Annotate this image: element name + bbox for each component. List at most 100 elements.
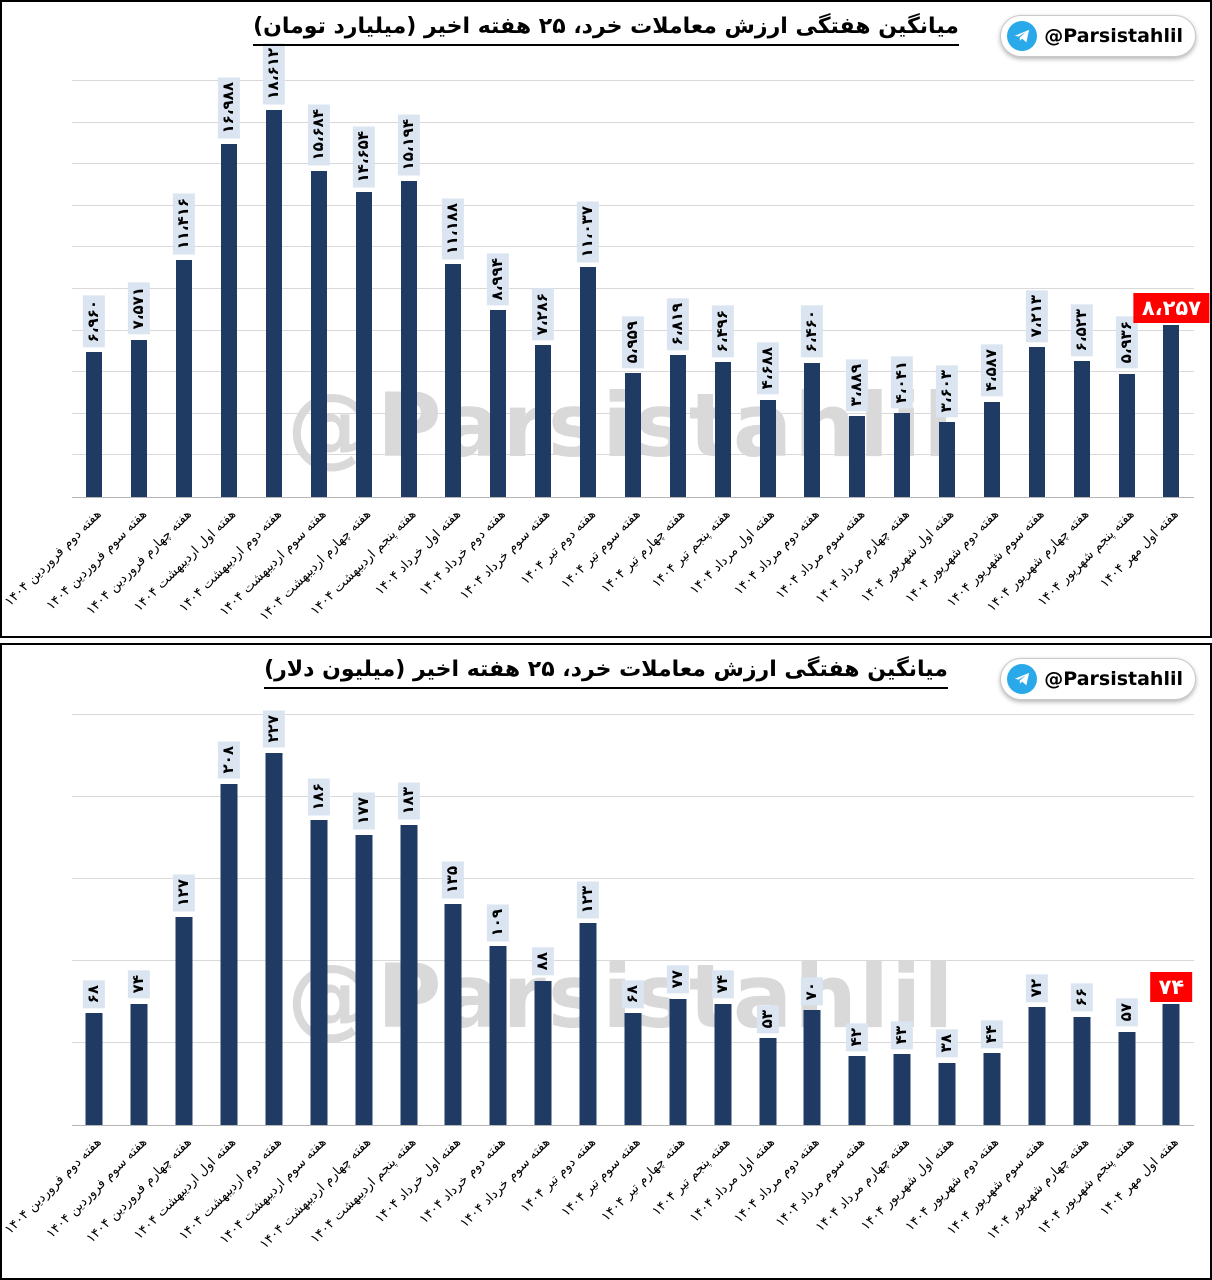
watermark: @Parsistahlil: [287, 945, 955, 1048]
bar-group: ۱۸،۶۱۲ هفته دوم اردیبهشت ۱۴۰۴: [176, 43, 297, 615]
bar: [669, 998, 687, 1125]
bar: [1162, 1003, 1180, 1125]
value-label: ۶،۵۲۳: [1070, 304, 1093, 357]
value-label: ۳،۶۰۳: [936, 364, 958, 418]
value-label: ۶،۹۶۰: [83, 294, 106, 348]
gridline: [72, 121, 1194, 123]
bar-group: ۴،۶۸۸ هفته اول مرداد ۱۴۰۴: [687, 81, 790, 598]
bar: [355, 834, 373, 1125]
bar: [1163, 325, 1180, 497]
value-label: ۴۴: [981, 1019, 1003, 1048]
chart-panel-dollar: میانگین هفتگی ارزش معاملات خرد، ۲۵ هفته …: [0, 643, 1212, 1280]
chart-title: میانگین هفتگی ارزش معاملات خرد، ۲۵ هفته …: [2, 14, 1210, 46]
value-label: ۴،۰۴۱: [891, 355, 914, 408]
bar-group: ۴۴ هفته دوم شهریور ۱۴۰۴: [903, 715, 1015, 1234]
bars-row: ۶،۹۶۰ هفته دوم فروردین ۱۴۰۴ ۷،۵۷۱ هفته سوم …: [2, 43, 1210, 624]
plot-area: ۶۸ هفته دوم فروردین ۱۴۰۴ ۷۴ هفته سوم فروردی…: [2, 710, 1194, 1252]
x-axis-label: هفته اول مرداد ۱۴۰۴: [687, 507, 779, 598]
bar: [175, 916, 193, 1125]
telegram-handle: @Parsistahlil: [1044, 668, 1183, 690]
bar: [1073, 1016, 1091, 1125]
x-axis-label: هفته چهارم تیر ۱۴۰۴: [598, 507, 689, 597]
value-label: ۷،۵۷۱: [128, 282, 151, 335]
bar-group: ۷۲ هفته سوم شهریور ۱۴۰۴: [944, 715, 1059, 1238]
bar: [130, 1003, 148, 1125]
bar: [220, 783, 238, 1125]
bar-group: ۱۵،۱۹۴ هفته پنجم اردیبهشت ۱۴۰۴: [308, 81, 431, 619]
telegram-icon: [1007, 664, 1038, 694]
bar-group: ۱۸۶ هفته سوم اردیبهشت ۱۴۰۴: [217, 715, 341, 1247]
bar-group: ۳۸ هفته اول شهریور ۱۴۰۴: [859, 715, 970, 1234]
value-label: ۵۳: [756, 1004, 779, 1034]
value-label: ۱۱،۴۱۶: [173, 193, 196, 255]
bar: [983, 1052, 1001, 1125]
value-label: ۱۸۳: [397, 782, 420, 820]
x-axis-label: هفته پنجم تیر ۱۴۰۴: [649, 507, 734, 592]
bar: [265, 109, 282, 497]
bar-group: ۷،۲۱۳ هفته سوم شهریور ۱۴۰۴: [944, 81, 1059, 610]
bar: [310, 170, 327, 497]
bar: [400, 180, 417, 497]
bar: [939, 422, 956, 497]
x-axis-label: هفته اول خرداد ۱۴۰۴: [372, 1135, 465, 1227]
value-label: ۶۸: [83, 980, 106, 1009]
gridline: [72, 288, 1194, 289]
bar-group: ۷،۵۷۱ هفته سوم فروردین ۱۴۰۴: [43, 81, 162, 613]
value-label: ۷۲: [1025, 973, 1048, 1002]
bar: [803, 1010, 821, 1125]
x-axis-label: هفته اول مهر ۱۴۰۴: [1097, 1135, 1183, 1220]
telegram-badge[interactable]: @Parsistahlil: [1000, 15, 1196, 57]
value-label: ۱۱،۱۸۸: [442, 197, 465, 260]
bar-group: ۵،۹۵۹ هفته سوم تیر ۱۴۰۴: [559, 81, 656, 592]
bar: [1028, 1006, 1046, 1125]
value-label: ۱۷۷: [352, 792, 375, 830]
telegram-badge[interactable]: @Parsistahlil: [1000, 658, 1196, 700]
bar: [86, 352, 103, 497]
bar: [445, 264, 462, 497]
bar: [265, 752, 283, 1125]
bar-group: ۷۰ هفته دوم مرداد ۱۴۰۴: [732, 715, 835, 1226]
value-label: ۱۰۹: [487, 903, 510, 942]
value-label: ۴۳: [891, 1021, 914, 1050]
bar-group: ۸۸ هفته سوم خرداد ۱۴۰۴: [458, 715, 566, 1231]
value-label: ۶۸: [622, 980, 644, 1009]
value-label: ۱۵،۶۸۴: [307, 104, 330, 166]
value-label: ۲۰۸: [218, 741, 240, 779]
value-label: ۱۶،۹۸۸: [218, 77, 240, 139]
value-label: ۸،۹۹۴: [487, 252, 510, 305]
value-label: ۱۵،۱۹۴: [397, 114, 420, 176]
bar: [759, 1038, 777, 1125]
bar: [1073, 361, 1090, 497]
gridline: [72, 796, 1194, 797]
value-label: ۲۲۷: [263, 710, 285, 748]
watermark: @Parsistahlil: [287, 374, 956, 477]
bar-group: ۱۲۷ هفته چهارم فروردین ۱۴۰۴: [84, 715, 207, 1246]
bar-group: ۳،۶۰۳ هفته اول شهریور ۱۴۰۴: [859, 81, 970, 606]
value-label: ۵،۹۵۹: [622, 315, 644, 369]
value-label: ۷،۲۱۳: [1025, 289, 1048, 342]
bar-group: ۶۶ هفته چهارم شهریور ۱۴۰۴: [984, 715, 1104, 1243]
value-label: ۶،۴۶۰: [801, 305, 824, 358]
bar-group: ۷۴ هفته سوم فروردین ۱۴۰۴: [43, 715, 162, 1241]
x-axis-label: هفته سوم تیر ۱۴۰۴: [558, 507, 644, 592]
bar: [714, 1003, 732, 1125]
value-label: ۱۸،۶۱۲: [263, 43, 285, 105]
x-axis-label: هفته اول خرداد ۱۴۰۴: [372, 507, 465, 599]
bar-group: ۴۲ هفته سوم مرداد ۱۴۰۴: [773, 715, 880, 1230]
bar-group: ۱۸۳ هفته پنجم اردیبهشت ۱۴۰۴: [308, 715, 431, 1247]
bar: [714, 361, 731, 497]
bar-group: ۴،۵۸۷ هفته دوم شهریور ۱۴۰۴: [903, 81, 1015, 606]
bar: [1028, 346, 1045, 497]
bar: [893, 1054, 911, 1125]
bar: [534, 980, 552, 1125]
bar-group: ۱۴،۶۵۴ هفته چهارم اردیبهشت ۱۴۰۴: [257, 81, 386, 624]
bar: [176, 259, 193, 497]
bar-group: ۵۳ هفته اول مرداد ۱۴۰۴: [687, 715, 790, 1226]
bar: [983, 401, 1000, 497]
bar-group: ۵،۹۳۶ هفته پنجم شهریور ۱۴۰۴: [1035, 81, 1149, 609]
bar: [938, 1062, 956, 1125]
bar-group: ۳،۸۸۹ هفته سوم مرداد ۱۴۰۴: [773, 81, 880, 602]
bar: [444, 903, 462, 1125]
bar-group: ۱۷۷ هفته چهارم اردیبهشت ۱۴۰۴: [257, 715, 386, 1252]
bar: [849, 416, 866, 497]
